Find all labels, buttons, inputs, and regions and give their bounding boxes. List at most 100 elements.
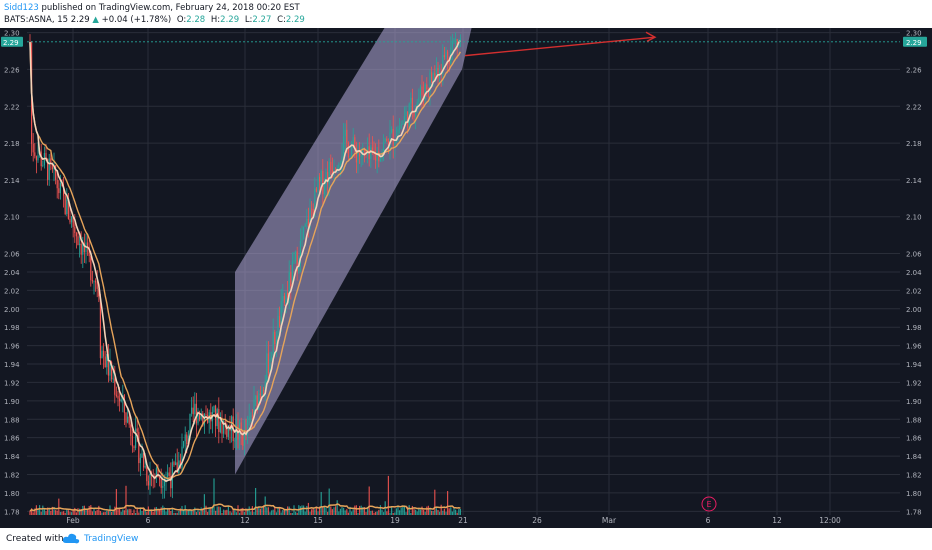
volume-bar [239, 512, 241, 515]
candle-body [195, 403, 197, 424]
candle-body [384, 138, 386, 143]
tradingview-link[interactable]: TradingView [84, 534, 139, 544]
volume-bar [155, 506, 157, 515]
candle-body [375, 154, 377, 161]
volume-bar [226, 509, 228, 515]
candle-body [339, 163, 341, 165]
close-value: 2.29 [285, 15, 305, 25]
price-tick-label: 2.04 [906, 269, 922, 277]
candle-body [285, 292, 287, 303]
candle-body [280, 301, 282, 327]
high-value: 2.29 [220, 15, 240, 25]
candle-body [106, 354, 108, 368]
price-chart[interactable]: E 2.302.262.222.182.142.102.062.042.022.… [0, 28, 932, 528]
candle-body [83, 243, 85, 253]
left-price-axis[interactable] [0, 28, 27, 515]
volume-bar [440, 504, 442, 515]
candle-body [103, 350, 105, 357]
time-tick-label: 12:00 [819, 516, 841, 525]
candle-body [183, 441, 185, 447]
candle-body [45, 153, 47, 159]
candle-body [141, 453, 143, 458]
candle-body [74, 226, 76, 233]
candle-body [275, 339, 277, 345]
candle-body [160, 479, 162, 488]
volume-bar [335, 506, 337, 515]
volume-bar [400, 507, 402, 515]
time-tick-label: 12 [240, 516, 250, 525]
candle-body [87, 242, 89, 247]
arrow-line[interactable] [464, 36, 656, 57]
candle-body [407, 111, 409, 128]
candle-body [258, 393, 260, 410]
time-tick-label: 19 [390, 516, 400, 525]
volume-bar [327, 511, 329, 515]
volume-bar [435, 508, 437, 515]
price-tick-label: 2.02 [906, 287, 922, 295]
candle-body [59, 182, 61, 194]
volume-bar [170, 511, 172, 515]
candle-body [395, 139, 397, 143]
volume-bar [98, 505, 100, 515]
candle-body [306, 218, 308, 225]
volume-bar [157, 509, 159, 515]
author-link[interactable]: Sidd123 [4, 3, 39, 13]
candle-body [242, 433, 244, 446]
ma-fast-line [29, 40, 461, 483]
candle-body [96, 282, 98, 289]
volume-bar [240, 508, 242, 515]
right-price-axis[interactable] [900, 28, 932, 515]
candle-body [378, 151, 380, 162]
price-tick-label: 2.18 [906, 140, 922, 148]
earnings-marker[interactable]: E [701, 496, 717, 512]
volume-bar [325, 507, 327, 515]
price-tick-label: 1.98 [906, 324, 922, 332]
published-text: published on TradingView.com, February 2… [38, 3, 300, 13]
volume-bar [330, 506, 332, 515]
projection-arrow[interactable] [464, 31, 657, 57]
volume-bar [64, 512, 66, 515]
volume-bar [439, 511, 441, 515]
candle-body [159, 477, 161, 480]
volume-bar [178, 510, 180, 515]
ascending-channel[interactable] [235, 28, 498, 475]
price-tick-label: 1.88 [906, 416, 922, 424]
volume-bar [95, 511, 97, 515]
volume-bar [114, 506, 116, 515]
candle-body [456, 39, 458, 45]
volume-bar [194, 507, 196, 515]
price-tick-label: 1.86 [4, 435, 20, 443]
candle-body [40, 151, 42, 167]
earnings-icon[interactable] [701, 496, 717, 512]
volume-bar [242, 507, 244, 515]
candle-body [317, 176, 319, 192]
volume-bar [211, 507, 213, 515]
price-tick-label: 2.26 [906, 66, 922, 74]
last-price-tags: 2.29 2.29 [1, 36, 927, 47]
candle-body [135, 428, 137, 448]
volume-bar [421, 506, 423, 515]
volume-bar [251, 506, 253, 515]
volume-bar [187, 510, 189, 515]
candle-body [299, 240, 301, 265]
volume-bar [346, 509, 348, 515]
volume-bar [163, 507, 165, 515]
candle-body [429, 72, 431, 92]
volume-bar [152, 512, 154, 515]
volume-bar [93, 508, 95, 515]
volume-bar [154, 507, 156, 515]
volume-bar [37, 509, 39, 515]
volume-bar [88, 505, 90, 515]
candle-body [295, 251, 297, 261]
candle-body [181, 446, 183, 469]
candle-body [403, 115, 405, 124]
candle-body [435, 67, 437, 76]
volume-bar [197, 510, 199, 515]
price-tick-label: 2.22 [906, 103, 922, 111]
candle-body [266, 353, 268, 382]
volume-bar [203, 494, 205, 515]
candle-body [399, 128, 401, 130]
candle-body [370, 147, 372, 159]
candle-body [231, 416, 233, 432]
volume-bar [283, 509, 285, 515]
